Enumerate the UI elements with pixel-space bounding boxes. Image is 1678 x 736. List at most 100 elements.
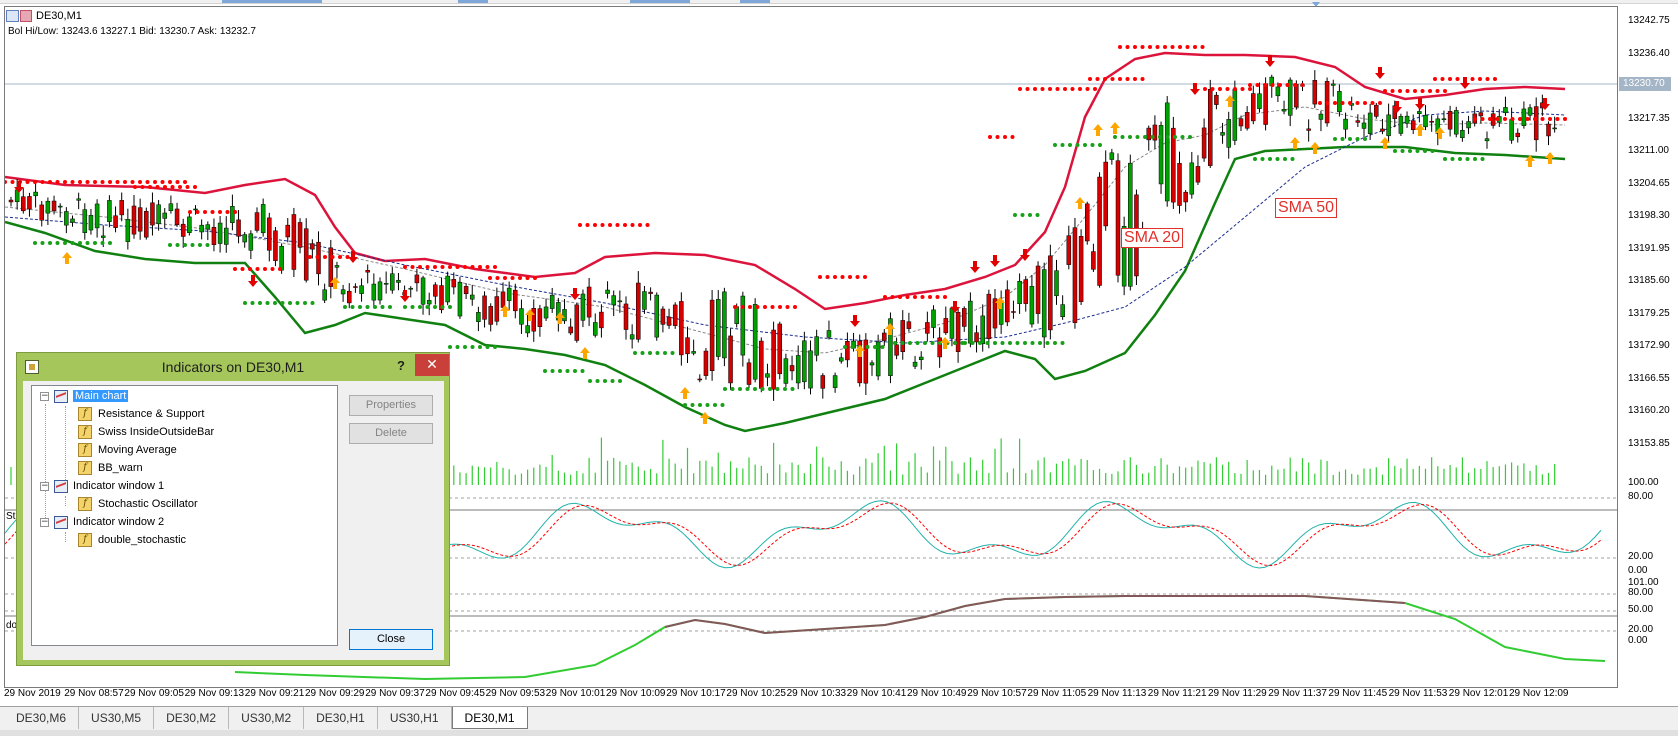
resistance-dot	[1055, 87, 1060, 91]
chart-tab[interactable]: DE30,H1	[304, 707, 378, 729]
chart-tab[interactable]: DE30,M6	[4, 707, 80, 729]
candle-body	[1552, 127, 1557, 130]
candle-body	[586, 286, 592, 318]
candle-body	[162, 212, 167, 219]
resistance-dot	[338, 255, 342, 259]
chart-tab[interactable]: US30,M2	[229, 707, 305, 729]
chart-tab[interactable]: DE30,M2	[154, 707, 230, 729]
double-stochastic-level-label: 20.00	[1628, 624, 1654, 635]
resistance-dot	[1118, 77, 1122, 81]
tree-item-indicator-window-1[interactable]: − Indicator window 1	[40, 478, 164, 494]
candle-body	[1195, 166, 1201, 183]
chart-tab[interactable]: DE30,M1	[451, 707, 528, 729]
indicator-tree[interactable]: − Main chart f Resistance & Support f Sw…	[31, 385, 338, 646]
sma-20-line	[5, 106, 1566, 354]
candle-body	[906, 321, 912, 329]
resistance-dot	[623, 223, 627, 227]
support-dot	[1023, 341, 1027, 345]
time-axis-label: 29 Nov 10:33	[786, 688, 847, 699]
tree-item-indicator-window-2[interactable]: − Indicator window 2	[40, 514, 164, 530]
resistance-dot	[123, 180, 127, 184]
tree-item-moving-average[interactable]: f Moving Average	[78, 442, 177, 458]
help-button[interactable]: ?	[397, 358, 405, 373]
tree-item-bb-warn[interactable]: f BB_warn	[78, 460, 143, 476]
toolbar-button[interactable]	[630, 0, 690, 3]
candle-body	[1066, 235, 1072, 265]
chart-symbol: DE30,M1	[36, 10, 82, 22]
support-dot	[1045, 341, 1050, 345]
candle-body	[211, 227, 217, 245]
resistance-dot	[763, 305, 767, 309]
support-dot	[930, 341, 935, 345]
collapse-icon[interactable]: −	[40, 390, 49, 401]
arrow-up-icon	[885, 323, 895, 335]
tree-item-resistance-support[interactable]: f Resistance & Support	[78, 406, 204, 422]
candle-body	[740, 295, 746, 356]
candle-body	[931, 309, 936, 328]
resistance-dot	[170, 185, 175, 189]
toolbar-button[interactable]	[458, 0, 488, 3]
sma-50-annotation[interactable]: SMA 50	[1275, 198, 1338, 218]
price-axis-label: 13191.95	[1628, 242, 1670, 254]
candle-body	[814, 336, 819, 356]
support-dot	[565, 369, 570, 373]
tree-item-label: Main chart	[73, 390, 129, 402]
candle-body	[457, 282, 463, 317]
resistance-dot	[1318, 101, 1322, 105]
resistance-dot	[130, 180, 135, 184]
resistance-dot	[1200, 45, 1205, 49]
candle-body	[1423, 114, 1428, 128]
sma-20-annotation[interactable]: SMA 20	[1121, 228, 1184, 248]
dialog-close-icon[interactable]: ✕	[415, 354, 449, 376]
resistance-dot	[1278, 83, 1282, 87]
support-dot	[70, 241, 75, 245]
tree-item-swiss-insideoutsidebar[interactable]: f Swiss InsideOutsideBar	[78, 424, 214, 440]
support-dot	[790, 387, 795, 391]
tree-item-stochastic-oscillator[interactable]: f Stochastic Oscillator	[78, 496, 198, 512]
support-dot	[365, 305, 370, 309]
support-dot	[1083, 143, 1087, 147]
tree-item-main-chart[interactable]: − Main chart	[40, 388, 129, 404]
tree-item-label: Indicator window 2	[73, 516, 165, 528]
candle-body	[322, 289, 327, 301]
collapse-icon[interactable]: −	[40, 516, 49, 527]
candle-body	[131, 205, 137, 235]
chart-tab[interactable]: US30,H1	[378, 707, 452, 729]
support-dot	[1340, 137, 1345, 141]
chart-window-icon	[6, 10, 32, 22]
support-dot	[1090, 143, 1095, 147]
dialog-titlebar[interactable]: Indicators on DE30,M1 ? ✕	[17, 353, 449, 381]
close-button[interactable]: Close	[349, 629, 433, 650]
candle-body	[543, 306, 549, 319]
resistance-dot	[1470, 77, 1475, 81]
resistance-dot	[1203, 87, 1207, 91]
candle-body	[802, 340, 807, 383]
resistance-dot	[1348, 101, 1352, 105]
resistance-dot	[778, 305, 782, 309]
arrow-down-icon	[248, 275, 258, 287]
candle-body	[113, 215, 118, 228]
candle-body	[894, 344, 899, 356]
tree-item-double-stochastic[interactable]: f double_stochastic	[78, 532, 186, 548]
candle-body	[1398, 116, 1404, 134]
candle-body	[1128, 162, 1133, 287]
properties-button[interactable]: Properties	[349, 395, 433, 416]
candle-body	[832, 375, 838, 388]
resistance-dot	[1248, 87, 1252, 91]
toolbar-button[interactable]	[740, 0, 770, 3]
support-dot	[1008, 341, 1012, 345]
resistance-dot	[1110, 77, 1115, 81]
resistance-dot	[785, 305, 790, 309]
collapse-icon[interactable]: −	[40, 480, 49, 491]
support-dot	[418, 305, 422, 309]
support-dot	[698, 403, 702, 407]
toolbar-button[interactable]	[222, 0, 322, 3]
arrow-down-icon	[850, 315, 860, 327]
support-dot	[730, 387, 735, 391]
chart-tab[interactable]: US30,M5	[79, 707, 155, 729]
candle-body	[137, 207, 143, 232]
delete-button[interactable]: Delete	[349, 423, 433, 444]
support-dot	[573, 369, 577, 373]
arrow-up-icon	[1225, 95, 1235, 107]
arrow-down-icon	[348, 251, 358, 263]
